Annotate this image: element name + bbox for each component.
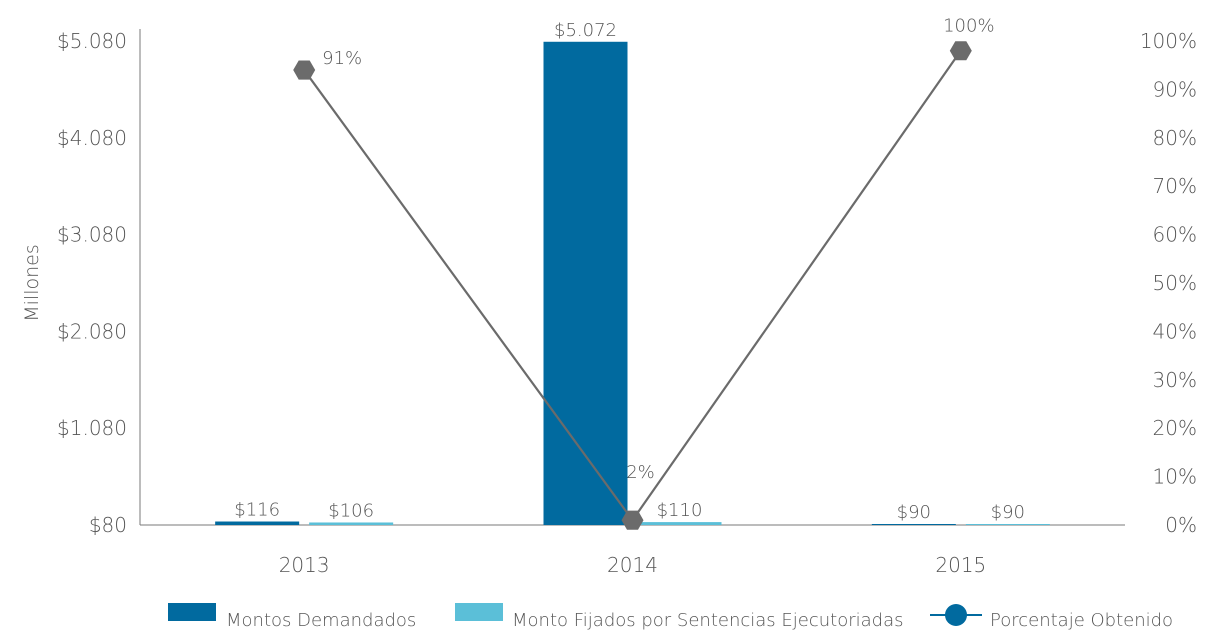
y2-tick-label: 90% [1153,77,1197,101]
legend-swatch-monto-fijados [455,603,503,621]
y2-tick-label: 30% [1153,368,1197,392]
bar-data-label: $90 [897,502,931,523]
bar-montos-demandados-2014 [543,41,628,525]
line-series [293,41,972,530]
bar-data-label: $116 [234,500,280,521]
bar-montos-demandados-2013 [215,521,300,525]
legend: Montos Demandados Monto Fijados por Sente… [168,603,1173,631]
bars [215,41,1050,525]
y-tick-label: $2.080 [57,319,127,343]
bar-montos-demandados-2015 [871,524,956,525]
y-tick-label: $80 [89,513,127,537]
line-data-label: 100% [943,16,994,37]
legend-label: Porcentaje Obtenido [990,610,1173,631]
bar-data-label: $106 [328,500,374,521]
bar-monto-fijados-por-senten-2014 [637,522,722,525]
x-tick-label: 2014 [607,553,658,577]
y2-tick-label: 10% [1153,465,1197,489]
legend-marker-porcentaje [945,604,967,626]
y-axis-title: Millones [21,244,43,321]
y2-tick-label: 40% [1153,319,1197,343]
line-marker [949,41,972,61]
line-data-label: 91% [322,48,362,69]
x-tick-label: 2013 [279,553,330,577]
bar-monto-fijados-por-senten-2013 [309,522,394,525]
axes: $80 $1.080 $2.080 $3.080 $4.080 $5.080 0% 10% 20… [21,29,1197,577]
y2-tick-label: 80% [1153,126,1197,150]
y2-tick-label: 50% [1153,271,1197,295]
legend-swatch-montos-demandados [168,603,216,621]
y-tick-label: $3.080 [57,223,127,247]
bar-data-label: $90 [991,502,1025,523]
y2-tick-label: 20% [1153,416,1197,440]
y-tick-label: $4.080 [57,126,127,150]
line-marker [621,510,644,530]
line-porcentaje-obtenido [303,50,962,523]
line-data-label: 2% [626,462,655,483]
y2-tick-label: 60% [1153,223,1197,247]
y2-tick-label: 70% [1153,174,1197,198]
bar-monto-fijados-por-senten-2015 [965,524,1050,525]
y-tick-label: $5.080 [57,29,127,53]
bar-data-label: $110 [657,500,703,521]
legend-label: Montos Demandados [226,610,416,631]
data-labels: $116 $106 $5.072 $110 $90 $90 91% 2% 100% [234,16,1025,523]
y2-tick-label: 0% [1165,513,1197,537]
y-tick-label: $1.080 [57,416,127,440]
bar-data-label: $5.072 [554,20,617,41]
y2-tick-label: 100% [1140,29,1197,53]
line-marker [293,60,316,80]
x-tick-label: 2015 [935,553,986,577]
legend-label: Monto Fijados por Sentencias Ejecutoriad… [512,610,903,631]
